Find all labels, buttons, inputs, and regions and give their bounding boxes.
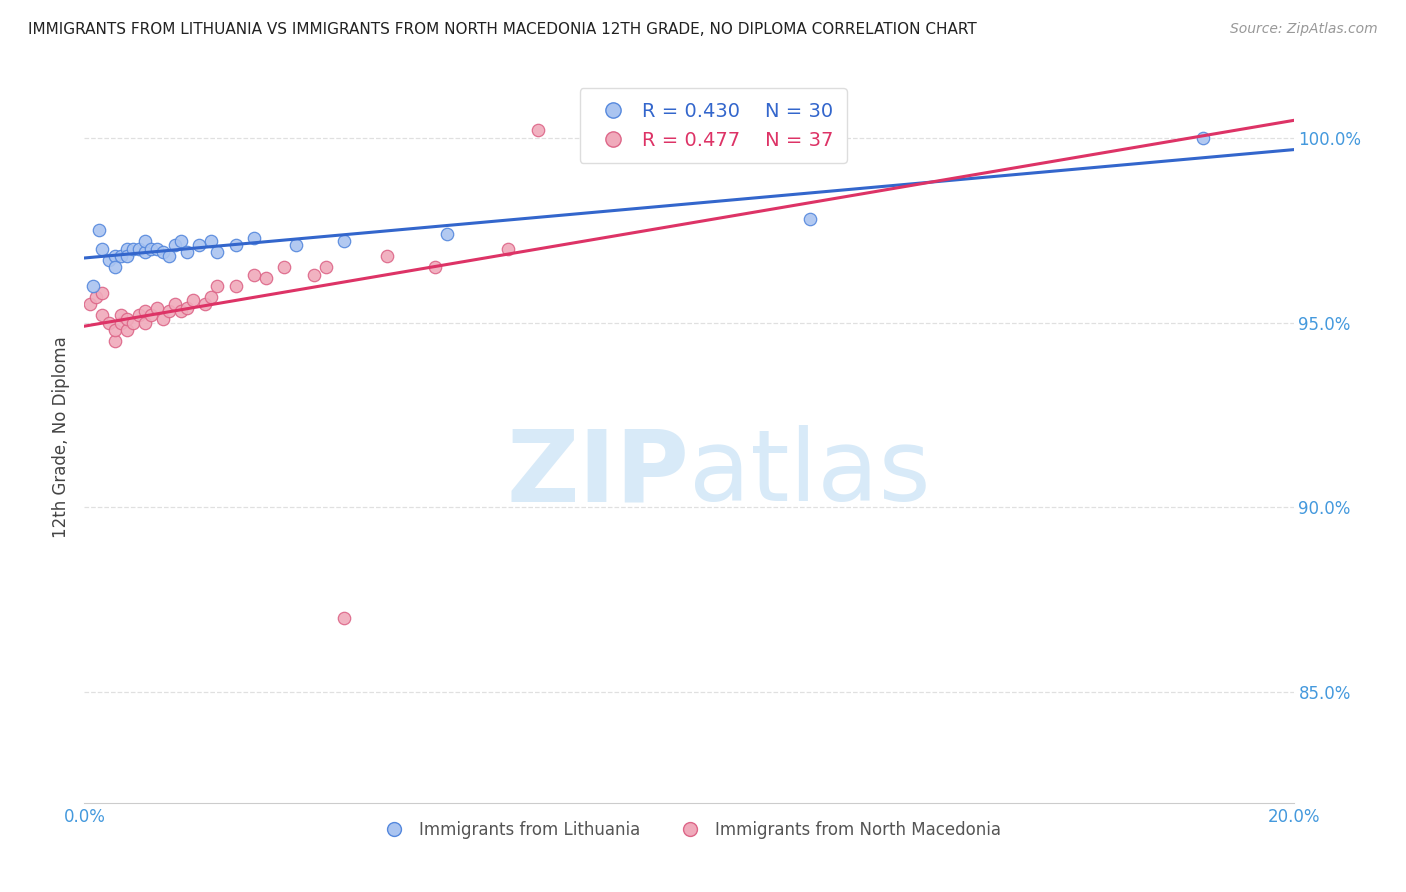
Point (170, 235, 193, 249)
Point (200, 235, 222, 249)
Point (333, 235, 356, 249)
Point (134, 304, 156, 318)
Legend: Immigrants from Lithuania, Immigrants from North Macedonia: Immigrants from Lithuania, Immigrants fr… (370, 814, 1008, 846)
Point (134, 245, 156, 260)
Point (157, 249, 180, 263)
Point (110, 249, 132, 263)
Point (115, 242, 138, 256)
Point (799, 212, 821, 227)
Point (104, 260, 127, 274)
Point (165, 297, 187, 311)
Point (104, 249, 127, 263)
Point (375, 249, 398, 263)
Point (225, 238, 247, 252)
Point (82, 278, 104, 293)
Point (86, 290, 108, 304)
Point (110, 316, 132, 330)
Point (115, 249, 138, 263)
Point (315, 260, 337, 274)
Point (242, 268, 264, 282)
Point (146, 242, 169, 256)
Point (225, 278, 247, 293)
Point (254, 271, 277, 285)
Point (496, 242, 519, 256)
Point (207, 278, 229, 293)
Point (115, 311, 138, 326)
Point (91, 242, 114, 256)
Point (165, 238, 187, 252)
Point (134, 316, 156, 330)
Text: IMMIGRANTS FROM LITHUANIA VS IMMIGRANTS FROM NORTH MACEDONIA 12TH GRADE, NO DIPL: IMMIGRANTS FROM LITHUANIA VS IMMIGRANTS … (28, 22, 977, 37)
Point (200, 290, 222, 304)
Point (91, 308, 114, 322)
Point (207, 245, 229, 260)
Point (121, 242, 143, 256)
Point (188, 238, 211, 252)
Point (104, 323, 127, 337)
Point (176, 245, 198, 260)
Point (242, 230, 264, 244)
Point (97, 316, 120, 330)
Point (89, 223, 111, 237)
Text: atlas: atlas (689, 425, 931, 522)
Point (194, 297, 217, 311)
Point (121, 316, 143, 330)
Point (128, 308, 150, 322)
Y-axis label: 12th Grade, No Diploma: 12th Grade, No Diploma (52, 336, 70, 538)
Point (170, 304, 193, 318)
Point (128, 242, 150, 256)
Point (333, 611, 356, 625)
Point (139, 242, 162, 256)
Point (527, 123, 550, 137)
Point (273, 260, 295, 274)
Point (79, 297, 101, 311)
Point (176, 301, 198, 315)
Text: Source: ZipAtlas.com: Source: ZipAtlas.com (1230, 22, 1378, 37)
Point (181, 293, 204, 308)
Point (302, 268, 325, 282)
Point (115, 323, 138, 337)
Point (152, 245, 174, 260)
Point (436, 227, 458, 241)
Point (139, 308, 162, 322)
Point (1192, 131, 1215, 145)
Point (104, 334, 127, 348)
Point (285, 238, 308, 252)
Point (110, 308, 132, 322)
Point (423, 260, 446, 274)
Point (157, 304, 180, 318)
Point (97, 252, 120, 267)
Point (152, 311, 174, 326)
Point (146, 301, 169, 315)
Point (91, 285, 114, 300)
Point (134, 235, 156, 249)
Text: ZIP: ZIP (506, 425, 689, 522)
